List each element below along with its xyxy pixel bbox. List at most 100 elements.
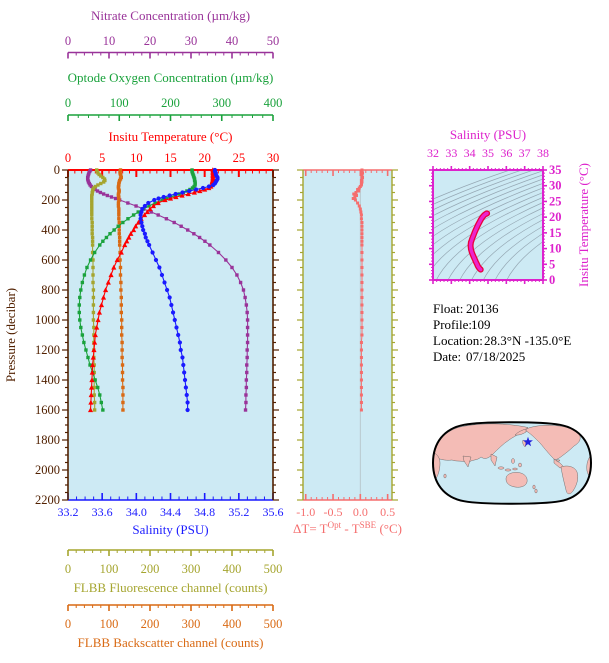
data-point bbox=[89, 369, 95, 375]
data-point bbox=[92, 385, 96, 390]
data-point bbox=[359, 356, 363, 359]
data-point bbox=[140, 224, 145, 229]
data-point bbox=[89, 377, 95, 383]
map-land-shape bbox=[433, 423, 529, 464]
location-label: Location: bbox=[433, 333, 483, 348]
data-point bbox=[90, 207, 94, 211]
data-point bbox=[82, 273, 87, 277]
isopycnal-line bbox=[482, 225, 543, 280]
data-point bbox=[139, 220, 144, 225]
data-point bbox=[360, 326, 364, 329]
map-land-shape bbox=[525, 425, 581, 460]
data-point bbox=[360, 224, 364, 228]
data-point bbox=[91, 347, 97, 353]
data-point bbox=[138, 216, 143, 221]
data-point bbox=[99, 181, 103, 186]
data-point bbox=[360, 236, 364, 239]
delta-t-title-part: (°C) bbox=[376, 521, 402, 536]
tick-label: 0 bbox=[65, 151, 71, 165]
isopycnal-line bbox=[433, 178, 543, 230]
data-point bbox=[144, 209, 150, 215]
data-point bbox=[174, 325, 179, 330]
data-point bbox=[354, 191, 358, 194]
tick-label: 34.4 bbox=[160, 505, 181, 519]
isopycnal-line bbox=[471, 219, 543, 280]
pressure-tick-label: 1200 bbox=[35, 343, 60, 357]
data-point bbox=[356, 201, 360, 205]
data-point bbox=[98, 302, 105, 308]
pressure-tick-label: 200 bbox=[41, 193, 60, 207]
data-point bbox=[90, 220, 94, 225]
data-point bbox=[96, 309, 103, 315]
location-value: 28.3°N -135.0°E bbox=[484, 333, 571, 348]
data-point bbox=[230, 265, 234, 270]
pressure-tick-label: 600 bbox=[41, 253, 60, 267]
map-island bbox=[555, 459, 561, 462]
data-point bbox=[90, 204, 94, 208]
data-point bbox=[118, 249, 124, 255]
data-point bbox=[78, 295, 82, 300]
delta-t-axis-bottom: -1.0 -0.5 0.0 0.5 bbox=[296, 494, 395, 519]
data-point bbox=[122, 242, 128, 248]
data-point bbox=[147, 242, 152, 248]
data-point bbox=[142, 231, 147, 236]
data-point bbox=[357, 204, 361, 208]
data-point bbox=[245, 370, 249, 375]
data-point bbox=[120, 333, 124, 337]
float-value: 20136 bbox=[466, 301, 499, 316]
data-point bbox=[94, 324, 100, 330]
tick-label: 35.6 bbox=[263, 505, 284, 519]
data-point bbox=[90, 198, 94, 202]
data-point bbox=[131, 213, 136, 217]
nitrate-profile-series bbox=[85, 168, 250, 412]
data-point bbox=[121, 220, 125, 225]
isopycnal-line bbox=[506, 241, 543, 280]
data-point bbox=[183, 385, 188, 390]
tick-label: 0 bbox=[65, 562, 71, 576]
pressure-tick-label: 0 bbox=[54, 163, 60, 177]
delta-t-title-part: - T bbox=[341, 521, 360, 536]
data-point bbox=[117, 235, 122, 240]
data-point bbox=[167, 295, 172, 300]
map-land-shape bbox=[560, 465, 578, 495]
data-point bbox=[87, 407, 94, 413]
data-point bbox=[241, 288, 246, 292]
data-point bbox=[244, 400, 248, 405]
data-point bbox=[160, 198, 164, 202]
data-point bbox=[184, 392, 189, 398]
tick-label: 10 bbox=[103, 34, 116, 48]
data-point bbox=[243, 295, 247, 300]
tick-label: 50 bbox=[267, 34, 280, 48]
data-point bbox=[360, 318, 364, 322]
data-point bbox=[98, 393, 102, 397]
nitrate-axis-title: Nitrate Concentration (µm/kg) bbox=[91, 8, 250, 23]
data-point bbox=[112, 228, 116, 232]
data-point bbox=[133, 223, 139, 229]
data-point bbox=[116, 204, 121, 208]
ts-temperature-tick-label: 0 bbox=[549, 273, 555, 287]
data-point bbox=[99, 400, 104, 405]
data-point bbox=[359, 363, 363, 367]
data-point bbox=[128, 230, 134, 236]
data-point bbox=[80, 333, 85, 337]
flbb-backscatter-profile-series bbox=[116, 168, 125, 412]
map-border bbox=[431, 421, 593, 505]
data-point bbox=[120, 363, 125, 367]
delta-t-title-sup: SBE bbox=[360, 520, 377, 530]
data-point bbox=[177, 192, 181, 196]
data-point bbox=[117, 213, 121, 217]
nitrate-axis: 0 10 20 30 40 50 bbox=[65, 34, 279, 59]
delta-t-series bbox=[351, 168, 365, 412]
data-point bbox=[120, 348, 124, 352]
data-point bbox=[197, 188, 203, 194]
data-point bbox=[153, 257, 159, 263]
map-island bbox=[534, 488, 538, 494]
data-point bbox=[192, 232, 196, 236]
oxygen-axis-title: Optode Oxygen Concentration (µm/kg) bbox=[68, 70, 274, 85]
data-point bbox=[120, 355, 124, 360]
map-land-shape bbox=[522, 439, 527, 448]
tick-label: 32 bbox=[427, 146, 439, 160]
tick-label: 0 bbox=[65, 34, 71, 48]
isopycnal-line bbox=[433, 170, 543, 217]
data-point bbox=[90, 217, 94, 221]
